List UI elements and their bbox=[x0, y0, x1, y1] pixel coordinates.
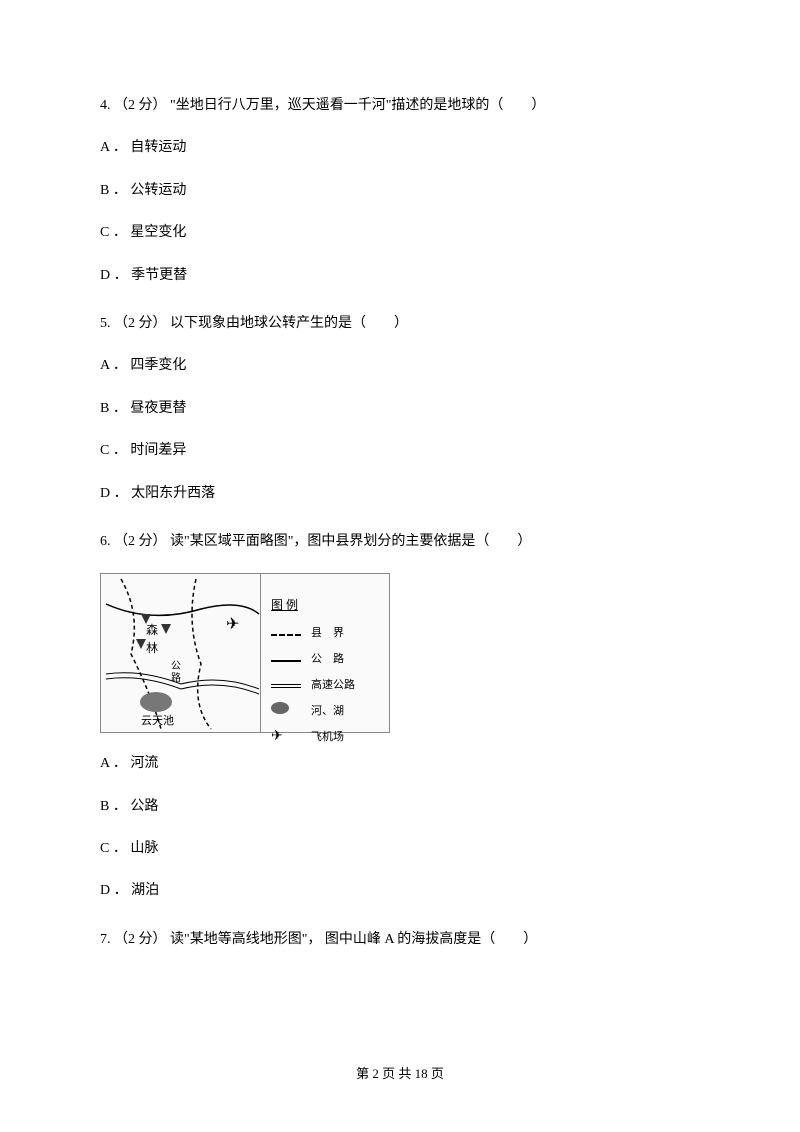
option-c[interactable]: C ． 时间差异 bbox=[100, 440, 700, 462]
option-label: B ． bbox=[100, 799, 127, 814]
dashed-line-icon bbox=[271, 634, 301, 636]
option-label: A ． bbox=[100, 756, 127, 771]
option-text: 时间差异 bbox=[130, 443, 186, 458]
svg-text:云天池: 云天池 bbox=[141, 714, 174, 727]
question-body: 读"某地等高线地形图"， 图中山峰 A 的海拔高度是（ ） bbox=[170, 932, 537, 947]
plane-icon: ✈ bbox=[271, 726, 305, 748]
question-number: 7. bbox=[100, 932, 111, 947]
legend-label: 县 界 bbox=[311, 622, 344, 644]
question-points: （2 分） bbox=[114, 316, 167, 331]
option-text: 公转运动 bbox=[130, 183, 186, 198]
option-c[interactable]: C ． 山脉 bbox=[100, 838, 700, 860]
option-a[interactable]: A ． 河流 bbox=[100, 753, 700, 775]
legend-road: 公 路 bbox=[271, 648, 355, 670]
question-text: 6. （2 分） 读"某区域平面略图"，图中县界划分的主要依据是（ ） bbox=[100, 531, 700, 553]
option-d[interactable]: D ． 季节更替 bbox=[100, 265, 700, 287]
option-label: D ． bbox=[100, 268, 128, 283]
map-figure: 森 林 公 路 云天池 ✈ 图 例 县 界 公 路 bbox=[100, 573, 390, 733]
question-body: 读"某区域平面略图"，图中县界划分的主要依据是（ ） bbox=[170, 534, 531, 549]
legend-river: 河、湖 bbox=[271, 700, 355, 722]
question-points: （2 分） bbox=[114, 932, 167, 947]
solid-line-icon bbox=[271, 660, 301, 662]
option-text: 山脉 bbox=[130, 841, 158, 856]
option-label: A ． bbox=[100, 140, 127, 155]
legend-county-border: 县 界 bbox=[271, 622, 355, 644]
svg-text:林: 林 bbox=[146, 641, 158, 655]
legend-airport: ✈ 飞机场 bbox=[271, 726, 355, 748]
map-svg: 森 林 公 路 云天池 ✈ bbox=[101, 574, 261, 732]
option-label: C ． bbox=[100, 841, 127, 856]
option-d[interactable]: D ． 太阳东升西落 bbox=[100, 483, 700, 505]
map-sketch: 森 林 公 路 云天池 ✈ bbox=[101, 574, 261, 732]
question-points: （2 分） bbox=[114, 534, 167, 549]
legend-label: 公 路 bbox=[311, 648, 344, 670]
question-text: 7. （2 分） 读"某地等高线地形图"， 图中山峰 A 的海拔高度是（ ） bbox=[100, 929, 700, 951]
option-text: 季节更替 bbox=[131, 268, 187, 283]
option-b[interactable]: B ． 昼夜更替 bbox=[100, 398, 700, 420]
svg-text:路: 路 bbox=[171, 671, 181, 684]
question-4: 4. （2 分） "坐地日行八万里，巡天遥看一千河"描述的是地球的（ ） A ．… bbox=[100, 95, 700, 287]
question-points: （2 分） bbox=[114, 98, 167, 113]
river-icon bbox=[271, 702, 289, 714]
question-6: 6. （2 分） 读"某区域平面略图"，图中县界划分的主要依据是（ ） 森 林 … bbox=[100, 531, 700, 903]
option-text: 昼夜更替 bbox=[130, 401, 186, 416]
option-text: 星空变化 bbox=[130, 225, 186, 240]
question-text: 4. （2 分） "坐地日行八万里，巡天遥看一千河"描述的是地球的（ ） bbox=[100, 95, 700, 117]
option-text: 四季变化 bbox=[130, 358, 186, 373]
option-text: 自转运动 bbox=[130, 140, 186, 155]
question-7: 7. （2 分） 读"某地等高线地形图"， 图中山峰 A 的海拔高度是（ ） bbox=[100, 929, 700, 951]
question-number: 4. bbox=[100, 98, 111, 113]
option-label: C ． bbox=[100, 225, 127, 240]
question-number: 5. bbox=[100, 316, 111, 331]
option-text: 公路 bbox=[130, 799, 158, 814]
question-body: "坐地日行八万里，巡天遥看一千河"描述的是地球的（ ） bbox=[170, 98, 545, 113]
question-body: 以下现象由地球公转产生的是（ ） bbox=[170, 316, 408, 331]
legend-title: 图 例 bbox=[271, 594, 355, 616]
option-c[interactable]: C ． 星空变化 bbox=[100, 222, 700, 244]
legend-label: 飞机场 bbox=[311, 726, 344, 748]
option-label: D ． bbox=[100, 486, 128, 501]
option-text: 湖泊 bbox=[131, 883, 159, 898]
option-label: D ． bbox=[100, 883, 128, 898]
option-label: B ． bbox=[100, 401, 127, 416]
option-label: C ． bbox=[100, 443, 127, 458]
option-b[interactable]: B ． 公转运动 bbox=[100, 180, 700, 202]
question-5: 5. （2 分） 以下现象由地球公转产生的是（ ） A ． 四季变化 B ． 昼… bbox=[100, 313, 700, 505]
legend-label: 高速公路 bbox=[311, 674, 355, 696]
option-label: A ． bbox=[100, 358, 127, 373]
option-b[interactable]: B ． 公路 bbox=[100, 796, 700, 818]
svg-text:森: 森 bbox=[146, 622, 158, 637]
question-text: 5. （2 分） 以下现象由地球公转产生的是（ ） bbox=[100, 313, 700, 335]
page-footer: 第 2 页 共 18 页 bbox=[0, 1063, 800, 1082]
option-label: B ． bbox=[100, 183, 127, 198]
option-d[interactable]: D ． 湖泊 bbox=[100, 880, 700, 902]
legend-label: 河、湖 bbox=[311, 700, 344, 722]
option-text: 河流 bbox=[130, 756, 158, 771]
option-a[interactable]: A ． 四季变化 bbox=[100, 355, 700, 377]
question-number: 6. bbox=[100, 534, 111, 549]
page-number: 第 2 页 共 18 页 bbox=[356, 1066, 444, 1081]
map-legend: 图 例 县 界 公 路 高速公路 河、湖 ✈ 飞机场 bbox=[271, 594, 355, 752]
option-a[interactable]: A ． 自转运动 bbox=[100, 137, 700, 159]
svg-text:✈: ✈ bbox=[226, 616, 239, 633]
legend-highway: 高速公路 bbox=[271, 674, 355, 696]
double-line-icon bbox=[271, 684, 301, 688]
option-text: 太阳东升西落 bbox=[131, 486, 215, 501]
svg-text:公: 公 bbox=[171, 661, 181, 672]
